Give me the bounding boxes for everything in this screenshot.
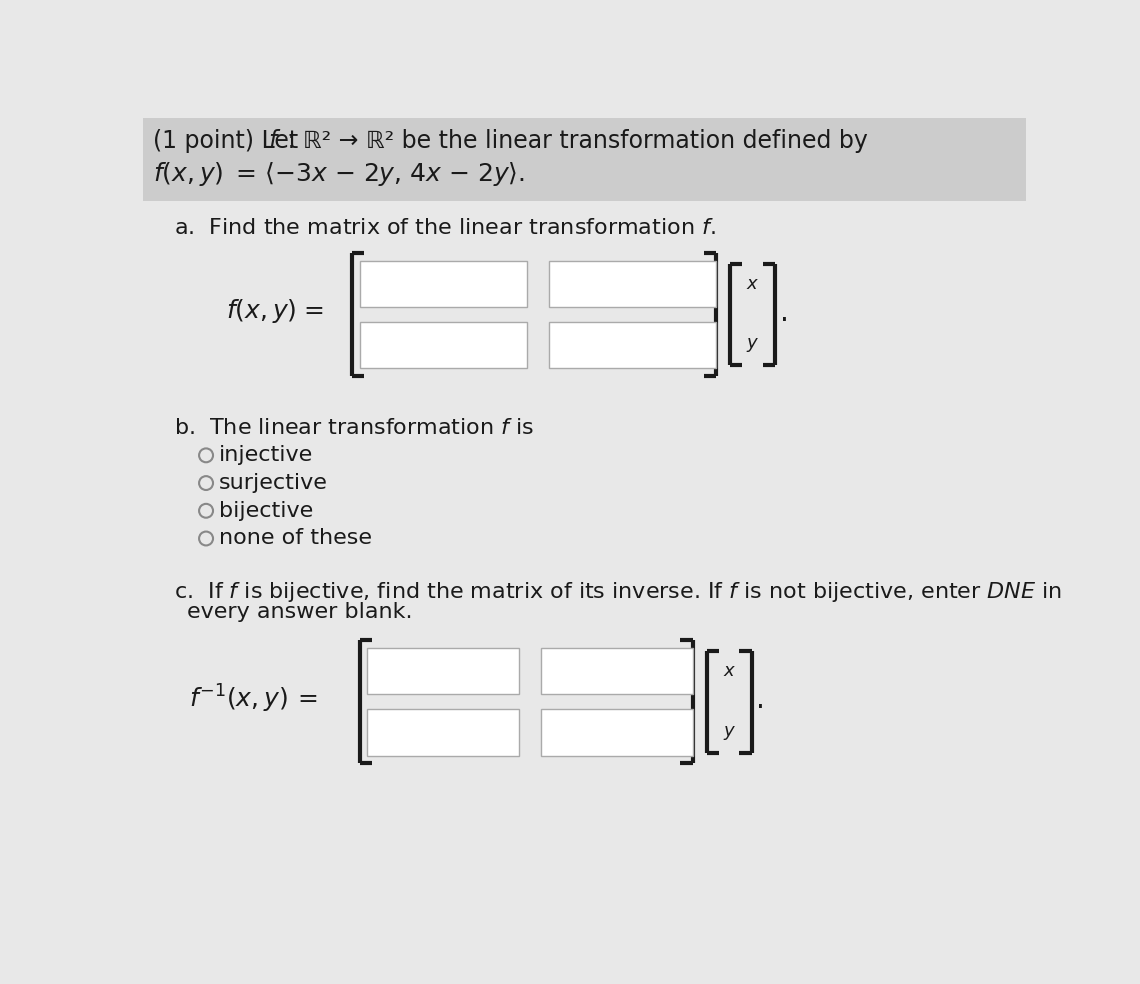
Text: (1 point) Let: (1 point) Let [154, 129, 307, 153]
Bar [359, 322, 527, 368]
Bar [359, 261, 527, 307]
Text: b.  The linear transformation $f$ is: b. The linear transformation $f$ is [173, 418, 534, 439]
Bar [540, 647, 693, 694]
Text: $f$: $f$ [268, 129, 282, 153]
Text: $y$: $y$ [723, 723, 735, 742]
Text: $x$: $x$ [723, 662, 735, 680]
Text: injective: injective [219, 446, 314, 465]
Text: =: = [296, 299, 325, 324]
Text: $f(x, y)$: $f(x, y)$ [226, 297, 296, 326]
Text: = ⟨−3$x$ − 2$y$, 4$x$ − 2$y$⟩.: = ⟨−3$x$ − 2$y$, 4$x$ − 2$y$⟩. [228, 159, 524, 188]
Text: surjective: surjective [219, 473, 328, 493]
Bar [367, 709, 519, 756]
Text: a.  Find the matrix of the linear transformation $f$.: a. Find the matrix of the linear transfo… [173, 218, 715, 238]
Text: bijective: bijective [219, 501, 314, 521]
Bar [540, 709, 693, 756]
Text: $f(x, y)$: $f(x, y)$ [154, 159, 223, 188]
Bar [367, 647, 519, 694]
Bar [548, 261, 716, 307]
Text: .: . [756, 686, 765, 714]
Text: none of these: none of these [219, 528, 373, 548]
Text: $f^{-1}(x, y)$: $f^{-1}(x, y)$ [189, 683, 288, 714]
Text: =: = [290, 687, 318, 710]
Text: c.  If $f$ is bijective, find the matrix of its inverse. If $f$ is not bijective: c. If $f$ is bijective, find the matrix … [173, 581, 1061, 604]
Text: $y$: $y$ [746, 337, 759, 354]
Bar [142, 118, 1026, 202]
Bar [548, 322, 716, 368]
Text: $x$: $x$ [746, 275, 759, 292]
Text: : ℝ² → ℝ² be the linear transformation defined by: : ℝ² → ℝ² be the linear transformation d… [279, 129, 868, 153]
Text: every answer blank.: every answer blank. [187, 601, 413, 622]
Text: .: . [780, 299, 789, 327]
